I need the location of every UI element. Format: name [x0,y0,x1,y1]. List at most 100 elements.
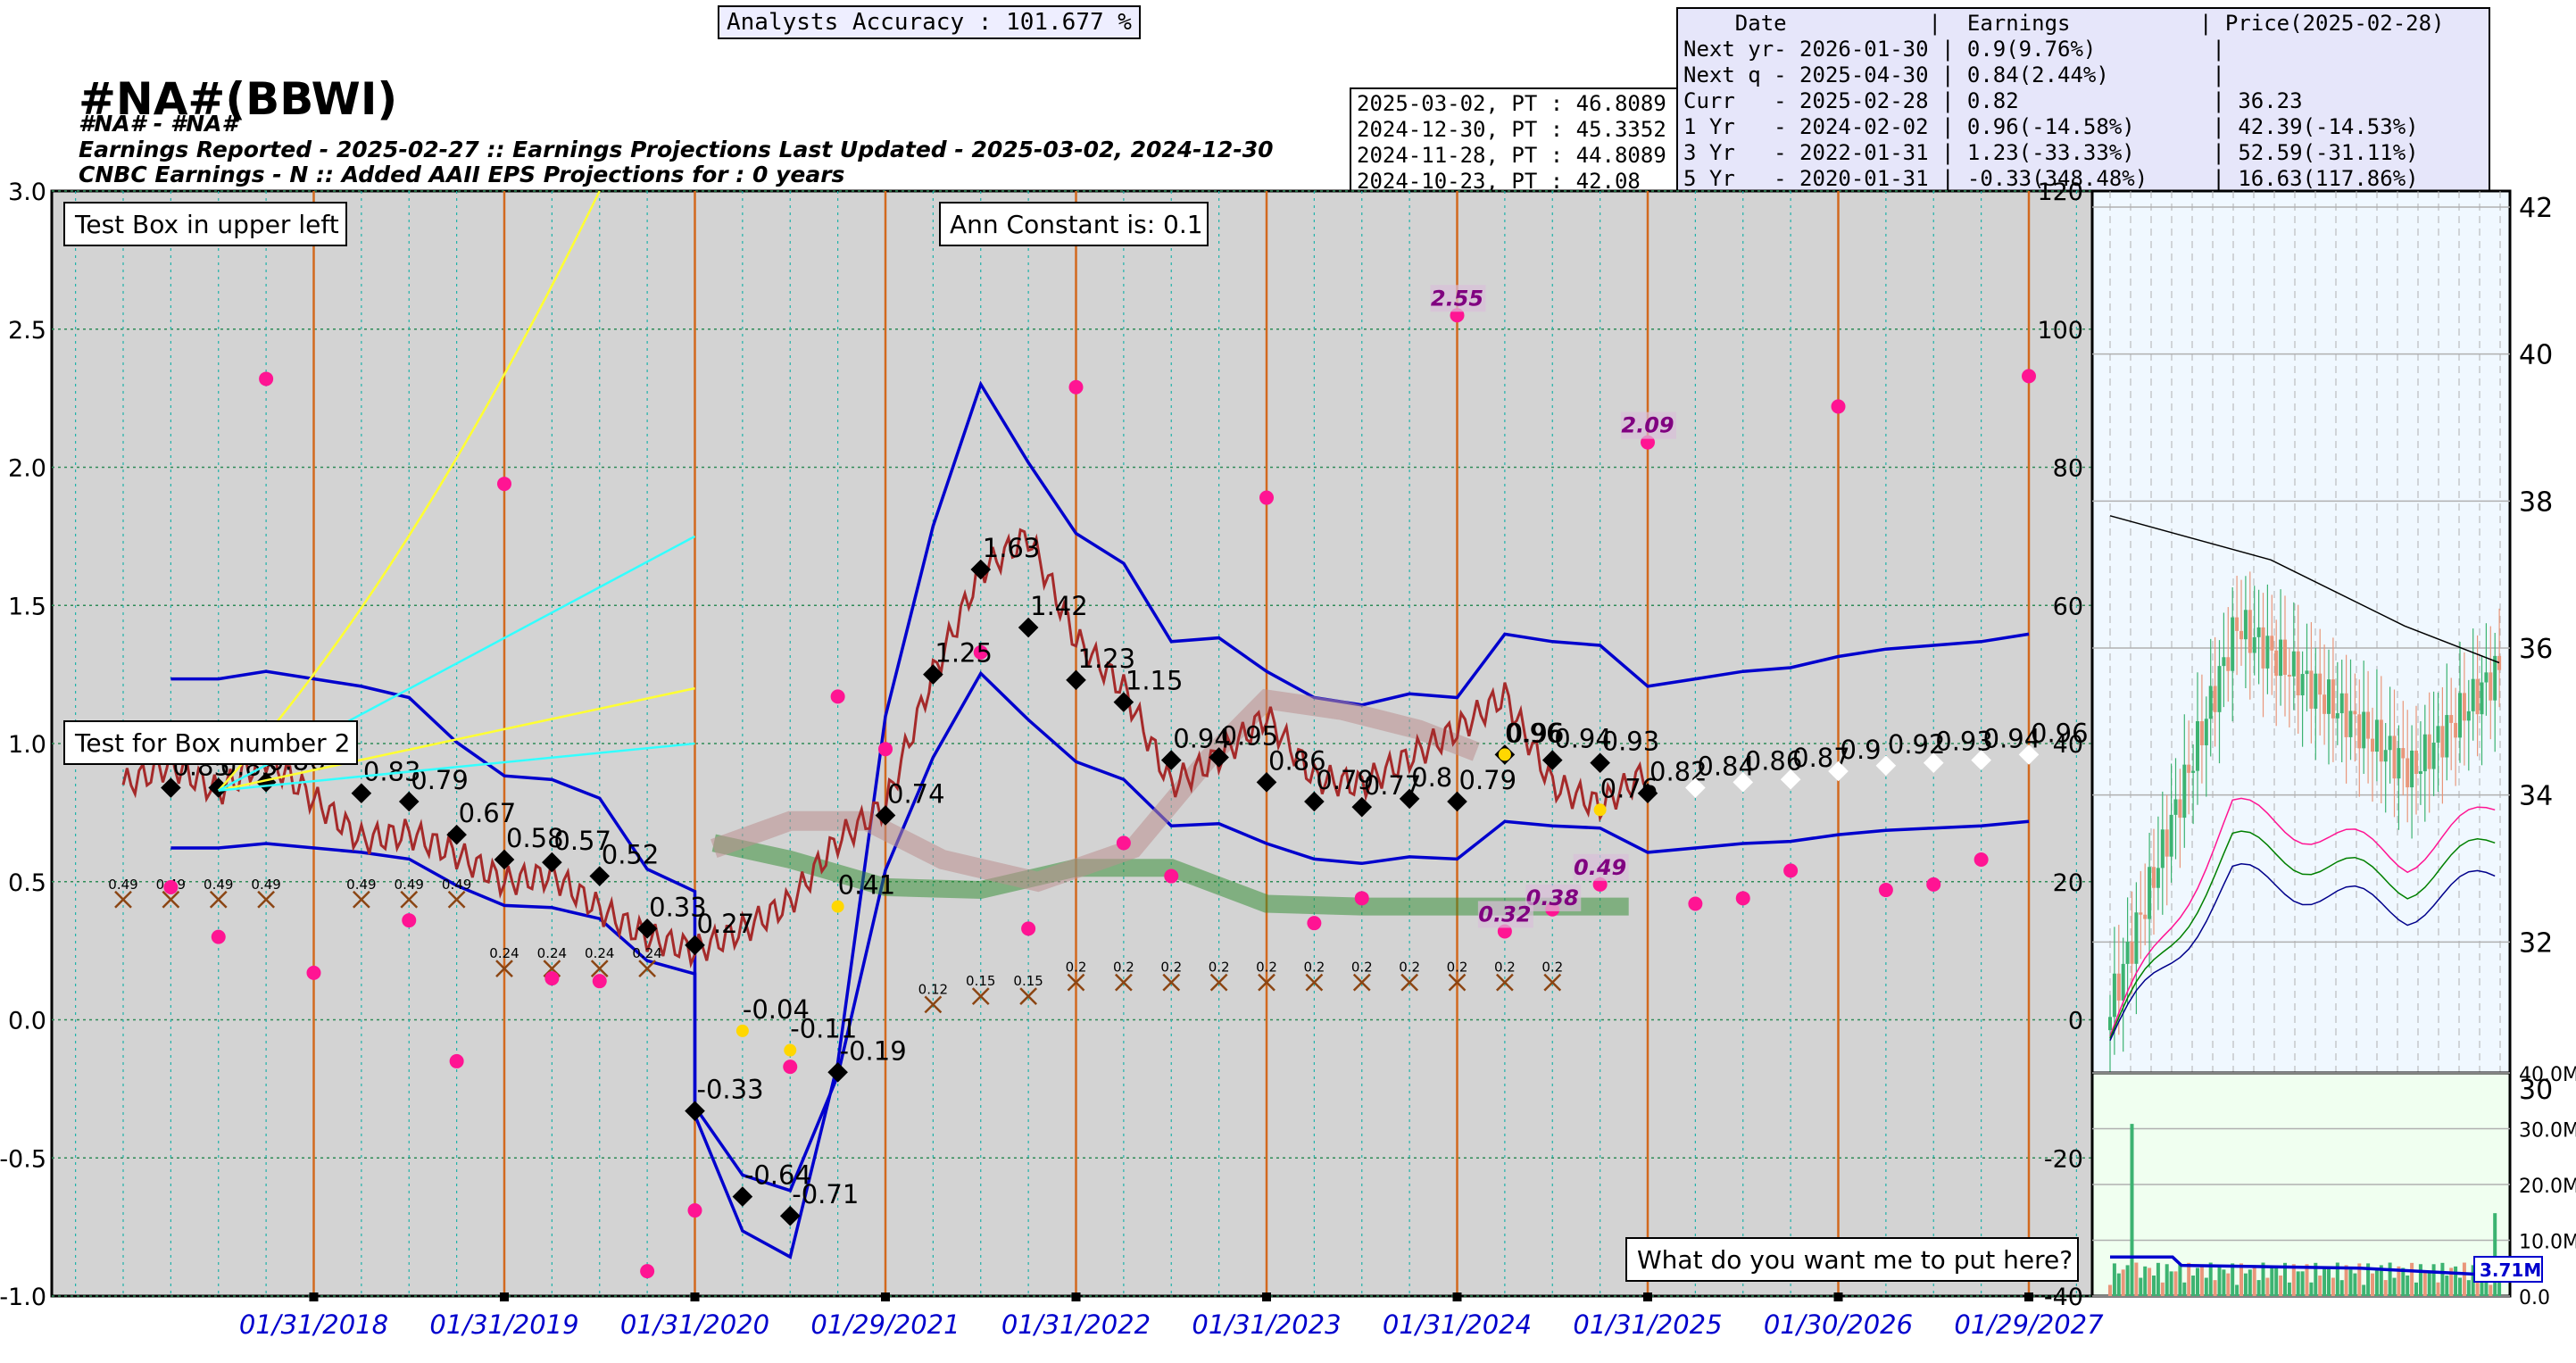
dividend-label: 0.24 [585,945,614,961]
volume-bar [2239,1263,2243,1296]
dividend-label: 0.2 [1066,960,1087,976]
candle-body [2178,799,2182,819]
dividend-label: 0.2 [1399,960,1420,976]
pink-point [1021,921,1036,936]
volume-bar [2480,1273,2484,1296]
candle-body [2191,770,2196,773]
candle-panel [2090,189,2512,1075]
eps-marker [1399,788,1420,810]
dividend-label: 0.49 [346,877,376,893]
pink-point [687,1203,702,1218]
purple-label-bg [1477,901,1533,928]
x-tick-label: 01/29/2027 [1954,1309,2104,1340]
extra-label: -0.11 [790,1014,857,1044]
pink-point [878,742,893,757]
x-tick-mark [690,1292,700,1301]
eps-label: 0.57 [553,826,611,856]
eps-marker [1113,692,1134,712]
candle-body [2371,738,2374,752]
dividend-label: 0.12 [918,981,948,997]
eps-marker [1304,791,1325,812]
right-y-tick-label: 80 [2053,455,2083,483]
eps-marker [1780,769,1801,790]
candle-body [2366,711,2371,739]
candle-body [2397,748,2401,779]
volume-bar [2471,1265,2475,1296]
volume-y-tick: 10.0M [2519,1232,2576,1254]
volume-bar [2243,1273,2248,1296]
pink-point [544,971,560,986]
candle-body [2392,736,2397,779]
candle-body [2152,867,2156,888]
x-tick-mark [1643,1292,1652,1301]
right-y-tick-label: 100 [2037,317,2083,345]
dividend-label: 0.15 [966,973,995,989]
earnings-table: Date | Earnings | Price(2025-02-28) Next … [1676,7,2490,195]
candle-body [2379,719,2383,762]
candle-body [2357,714,2362,749]
volume-bar [2208,1262,2213,1296]
pink-point [2022,369,2036,384]
dividend-marker [352,890,370,909]
volume-bar [2283,1262,2287,1296]
pink-point [211,929,226,944]
volume-y-tick: 20.0M [2519,1176,2576,1198]
gold-point [1593,803,1607,817]
volume-bar [2449,1267,2454,1296]
eps-marker [875,805,896,826]
volume-bar [2436,1282,2440,1296]
candle-body [2204,719,2208,745]
candle-body [2362,711,2366,749]
pink-point [640,1264,655,1279]
pink-point [1164,868,1179,884]
volume-bar [2191,1276,2196,1296]
purple-label-bg [1525,884,1582,911]
gold-point [784,1043,797,1057]
candle-body [2475,678,2480,715]
dividend-marker [638,960,657,978]
volume-bar [2475,1269,2480,1296]
volume-bar [2401,1267,2406,1296]
candle-body [2331,679,2335,719]
candle-body [2169,814,2173,857]
eps-marker [2018,744,2040,765]
volume-bar [2139,1277,2143,1296]
candle-body [2196,720,2199,771]
pink-point [1259,490,1274,505]
candle-body [2410,750,2414,788]
volume-bar [2445,1276,2449,1296]
candle-body [2388,736,2392,751]
candle-body [2318,673,2323,695]
volume-bar [2148,1267,2152,1296]
x-tick-mark [881,1292,890,1301]
subtitle-3: CNBC Earnings - N :: Added AAII EPS Proj… [79,162,845,187]
candle-body [2335,713,2339,719]
eps-marker [732,1186,753,1207]
x-tick-mark [1262,1292,1271,1301]
candle-body [2458,693,2462,738]
volume-bar [2130,1124,2134,1296]
candle-body [2418,771,2422,774]
eps-marker [1447,791,1467,812]
volume-bar [2296,1271,2300,1296]
right-y-tick-label: 0 [2068,1008,2083,1035]
eps-label: 0.93 [1935,727,1993,757]
pink-point [306,965,321,980]
volume-bar [2231,1263,2235,1296]
eps-label: 0.93 [1602,727,1660,757]
earnings-table-row: 5 Yr - 2020-01-31 | -0.33(348.48%) | 16.… [1683,166,2419,191]
volume-bar [2327,1266,2331,1296]
volume-bar [2291,1264,2296,1296]
left-y-tick-label: 1.0 [8,731,46,759]
eps-label: 0.52 [602,840,660,870]
eps-marker [1637,783,1658,804]
earnings-table-row: Next yr- 2026-01-30 | 0.9(9.76%) | [1683,37,2225,62]
candle-body [2344,693,2348,737]
candle-body [2497,655,2502,670]
dividend-marker [400,890,419,909]
candle-body [2374,719,2379,752]
dividend-marker [114,890,132,909]
volume-bar [2112,1263,2116,1296]
candle-body [2353,711,2357,715]
candle-body [2466,711,2471,721]
